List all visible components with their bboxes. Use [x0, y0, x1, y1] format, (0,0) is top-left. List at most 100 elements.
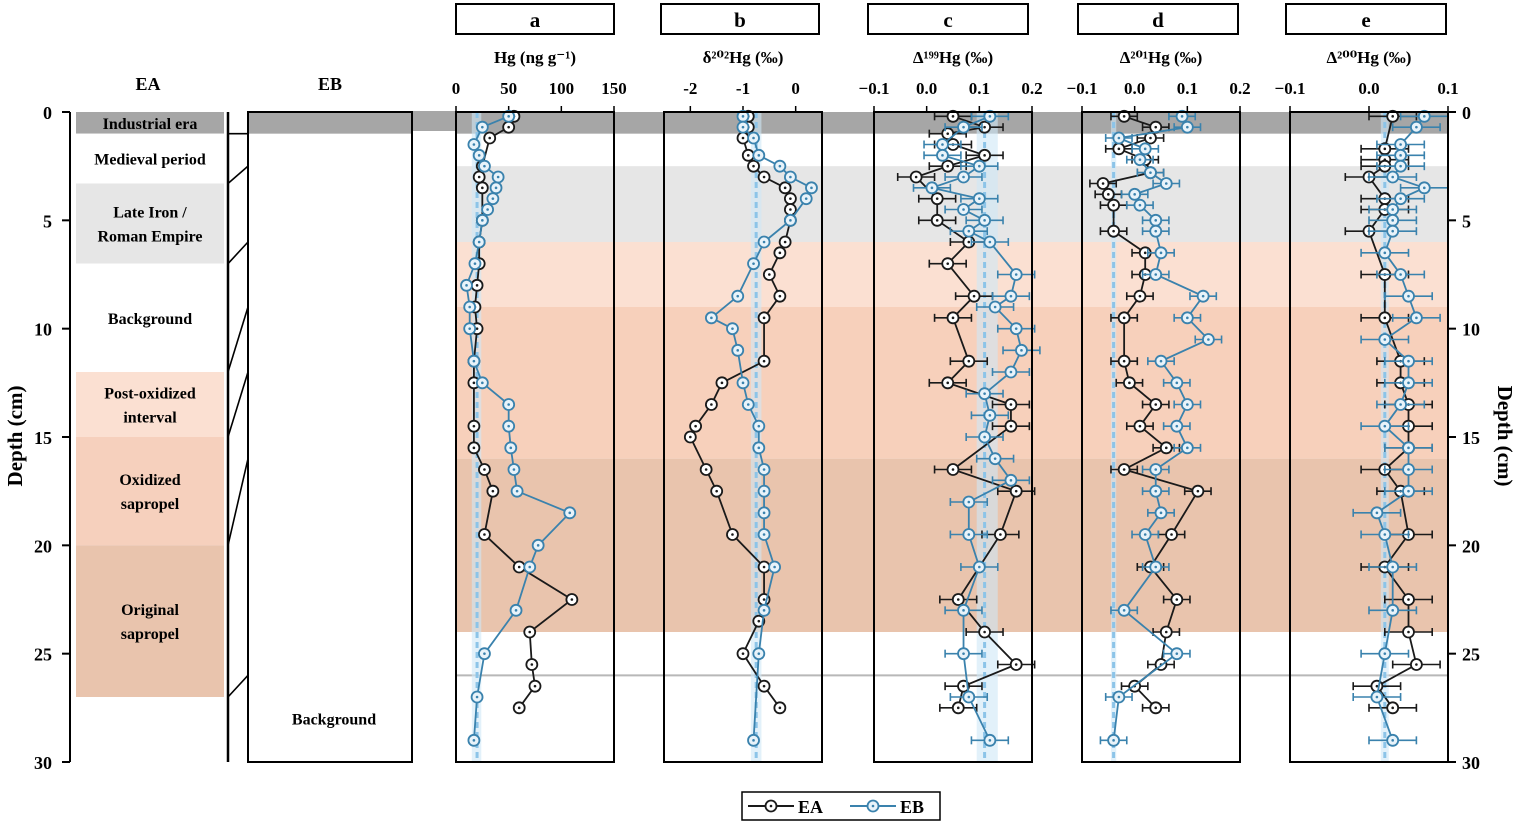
data-point-center [1383, 424, 1387, 428]
data-point-center [962, 609, 965, 612]
ea-unit-3 [76, 263, 224, 372]
data-point-center [483, 533, 486, 536]
data-point-center [704, 468, 708, 471]
panel-c: c Δ¹⁹⁹Hg (‰) −0.1 0.0 0.1 0.2 [859, 3, 1043, 763]
data-point-center [762, 489, 766, 493]
data-point-center [993, 457, 997, 460]
data-point-center [517, 565, 521, 569]
x-tick-label: 150 [601, 79, 627, 98]
correlation-line-6 [227, 674, 249, 698]
data-point-center [762, 175, 766, 179]
data-point-center [1107, 193, 1110, 196]
x-tick-label: 0.1 [1177, 79, 1198, 98]
panel-xlabel: Δ²⁰¹Hg (‰) [1120, 48, 1203, 67]
data-point-center [762, 511, 766, 515]
data-point-center [967, 500, 971, 504]
panel-title-box [660, 3, 820, 35]
data-point-center [1143, 251, 1147, 255]
x-tick-label: 0.1 [1437, 79, 1458, 98]
data-point-center [941, 154, 944, 157]
data-point-center [1154, 489, 1158, 493]
data-point-center [1014, 273, 1018, 276]
panel-title-box [455, 3, 615, 35]
data-point-center [1009, 479, 1013, 482]
data-point-center [1383, 147, 1387, 151]
ea-unit-0 [76, 112, 224, 134]
data-point-center [757, 446, 761, 450]
data-point-center [988, 739, 992, 742]
panel-title: a [530, 8, 541, 32]
data-point-center [762, 359, 766, 363]
data-point-center [1186, 125, 1189, 129]
data-point-center [715, 489, 718, 493]
data-point-center [946, 132, 950, 135]
series-eb [1099, 109, 1223, 747]
data-point-center [481, 381, 484, 385]
data-point-center [741, 115, 745, 118]
x-tick-label: 0.0 [1124, 79, 1145, 98]
data-point-center [762, 316, 766, 320]
data-point-center [983, 154, 986, 157]
data-point-center [1159, 511, 1163, 515]
panel-xlabel: Δ²⁰⁰Hg (‰) [1327, 48, 1412, 67]
data-point-center [757, 154, 761, 157]
data-point-center [536, 544, 540, 547]
data-point-center [988, 115, 992, 118]
data-point-center [496, 175, 500, 179]
panel-xlabel: δ²⁰²Hg (‰) [703, 48, 784, 67]
data-point-center [1159, 251, 1163, 255]
data-point-center [951, 115, 955, 118]
data-point-center [720, 381, 724, 385]
data-point-center [1399, 197, 1402, 200]
data-point-center [1122, 115, 1126, 118]
data-point-center [1399, 273, 1402, 276]
data-point-center [999, 533, 1002, 536]
panel-title: c [943, 8, 952, 32]
left-depth-tick-label: 20 [34, 536, 52, 556]
data-point-center [710, 403, 713, 406]
data-point-center [778, 706, 782, 710]
series-eb [460, 109, 577, 747]
data-point-center [481, 219, 484, 222]
data-point-center [481, 186, 484, 190]
x-tick-label: −0.1 [859, 79, 890, 98]
stratigraphic-columns: Industrial era Medieval period Late Iron /… [76, 111, 413, 763]
x-tick-label: 0 [452, 79, 461, 98]
data-point-center [475, 284, 479, 287]
x-tick-label: −0.1 [1275, 79, 1306, 98]
right-depth-tick-label: 25 [1462, 645, 1480, 665]
data-point-center [1399, 143, 1402, 146]
data-point-center [935, 219, 939, 222]
data-point-center [1164, 182, 1168, 185]
data-point-center [752, 164, 755, 168]
data-point-center [472, 739, 476, 742]
data-point-center [1101, 182, 1105, 185]
data-point-center [528, 565, 532, 569]
data-point-center [1407, 294, 1410, 298]
data-point-center [1164, 630, 1168, 634]
band-1 [456, 166, 1448, 242]
data-point-center [1154, 219, 1158, 222]
depth-axis-label-left: Depth (cm) [3, 386, 27, 487]
data-point-center [768, 273, 771, 276]
data-point-center [1375, 684, 1379, 688]
data-point-center [962, 684, 965, 688]
data-point-center [1391, 739, 1394, 742]
data-point-center [967, 229, 971, 233]
data-point-center [1407, 598, 1410, 601]
data-point-center [1383, 533, 1387, 536]
data-point-center [804, 197, 808, 200]
data-point-center [1014, 327, 1018, 330]
data-point-center [956, 598, 960, 601]
data-point-center [731, 327, 734, 330]
series-eb [1352, 109, 1449, 747]
data-point-center [946, 164, 950, 168]
data-point-center [741, 125, 745, 129]
data-point-center [1407, 468, 1410, 471]
data-point-center [967, 533, 971, 536]
data-point-center [983, 125, 986, 129]
data-point-center [530, 663, 534, 666]
data-point-center [930, 186, 934, 190]
ea-unit-label: Original [121, 602, 179, 619]
